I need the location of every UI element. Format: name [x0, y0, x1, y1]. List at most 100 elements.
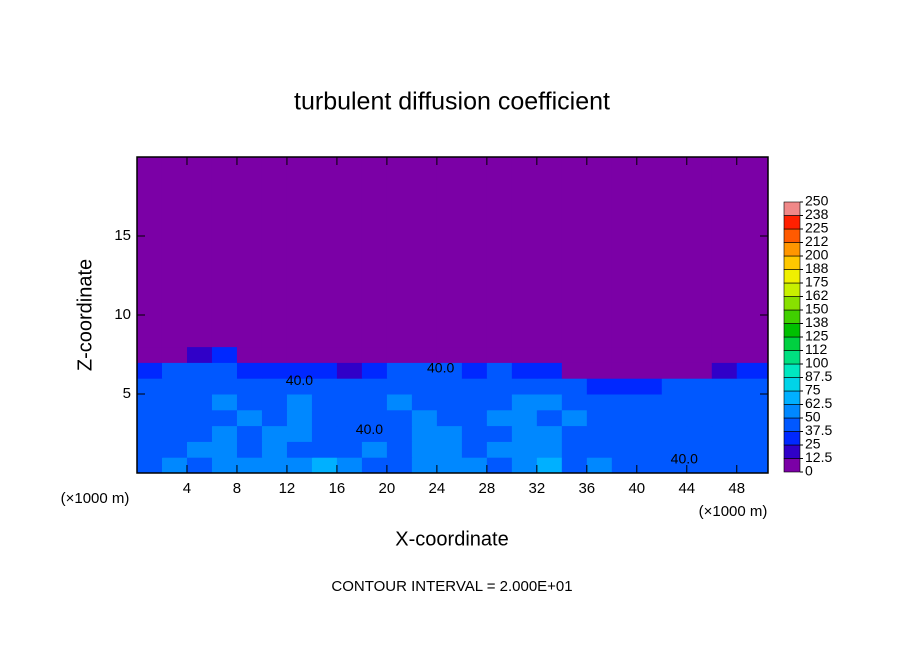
- heat-cell: [486, 362, 513, 379]
- heat-cell: [161, 441, 188, 458]
- heat-cell: [586, 457, 613, 474]
- heat-cell: [461, 394, 488, 411]
- colorbar-tick-label: 188: [805, 260, 829, 276]
- heat-cell: [336, 346, 363, 363]
- colorbar-tick-label: 50: [805, 409, 821, 425]
- heat-cell: [311, 441, 338, 458]
- heat-cell: [436, 346, 463, 363]
- heat-cell: [286, 394, 313, 411]
- heat-cell: [611, 457, 638, 474]
- heat-cell: [636, 425, 663, 442]
- heat-cell: [411, 409, 438, 427]
- heat-cell: [261, 378, 288, 395]
- heat-cell: [586, 378, 613, 395]
- heat-cell: [486, 378, 513, 395]
- x-tick-label: 28: [479, 480, 496, 497]
- x-tick-label: 16: [329, 480, 346, 497]
- heat-cell: [386, 441, 413, 458]
- heat-cell: [636, 362, 663, 379]
- heat-cell: [137, 362, 163, 379]
- heat-cell: [286, 346, 313, 363]
- colorbar-band: [783, 309, 801, 324]
- heat-cell: [511, 378, 538, 395]
- heat-cell: [736, 409, 769, 427]
- heat-cell: [261, 425, 288, 442]
- chart-title: turbulent diffusion coefficient: [294, 88, 610, 116]
- heat-cell: [411, 457, 438, 474]
- y-unit: (×1000 m): [61, 490, 130, 507]
- heat-cell: [561, 346, 588, 363]
- heat-cell: [411, 441, 438, 458]
- heat-cell: [361, 457, 388, 474]
- heat-cell: [186, 425, 213, 442]
- heat-cell: [236, 457, 263, 474]
- heat-cell: [536, 378, 563, 395]
- heat-cell: [686, 378, 713, 395]
- contour-label: 40.0: [286, 372, 313, 388]
- heat-cell: [711, 346, 738, 363]
- heat-cell: [186, 362, 213, 379]
- colorbar-tick-label: 87.5: [805, 368, 832, 384]
- colorbar-band: [783, 269, 801, 284]
- heat-cell: [636, 378, 663, 395]
- heat-cell: [386, 378, 413, 395]
- colorbar-band: [783, 377, 801, 392]
- colorbar-band: [783, 228, 801, 243]
- heat-cell: [686, 457, 713, 474]
- heat-cell: [661, 362, 688, 379]
- contour-label: 40.0: [671, 450, 698, 466]
- heat-cell: [236, 425, 263, 442]
- heat-cell: [261, 346, 288, 363]
- heat-cell: [686, 409, 713, 427]
- heat-cell: [436, 157, 463, 348]
- heat-cell: [561, 441, 588, 458]
- heat-cell: [236, 157, 263, 348]
- heat-cell: [736, 346, 769, 363]
- heat-cell: [736, 425, 769, 442]
- heat-cell: [336, 378, 363, 395]
- heat-cell: [736, 441, 769, 458]
- heat-cell: [436, 409, 463, 427]
- colorbar-tick-label: 100: [805, 355, 829, 371]
- heat-cell: [161, 409, 188, 427]
- heat-cell: [611, 157, 638, 348]
- colorbar-tick-label: 75: [805, 382, 821, 398]
- heat-cell: [261, 441, 288, 458]
- x-tick-label: 12: [279, 480, 296, 497]
- heat-cell: [361, 346, 388, 363]
- heat-cell: [261, 157, 288, 348]
- y-tick-label: 10: [114, 306, 131, 323]
- heat-cell: [186, 378, 213, 395]
- heat-cell: [361, 362, 388, 379]
- heat-cell: [386, 425, 413, 442]
- heat-cell: [511, 157, 538, 348]
- heat-cell: [411, 378, 438, 395]
- heat-cell: [161, 378, 188, 395]
- heat-cell: [211, 362, 238, 379]
- heat-cell: [711, 157, 738, 348]
- heat-cell: [661, 409, 688, 427]
- colorbar-band: [783, 255, 801, 270]
- colorbar-tick-label: 238: [805, 206, 829, 222]
- colorbar-band: [783, 404, 801, 419]
- heat-cell: [436, 378, 463, 395]
- colorbar-tick-label: 162: [805, 287, 829, 303]
- heat-cell: [137, 457, 163, 474]
- heat-cell: [261, 409, 288, 427]
- heat-cell: [661, 346, 688, 363]
- colorbar-band: [783, 201, 801, 216]
- heat-cell: [411, 362, 438, 379]
- heat-cell: [536, 346, 563, 363]
- heat-cell: [336, 457, 363, 474]
- heat-cell: [386, 394, 413, 411]
- colorbar-band: [783, 431, 801, 446]
- colorbar-band: [783, 444, 801, 459]
- heat-cell: [411, 346, 438, 363]
- heat-cell: [636, 394, 663, 411]
- heat-cell: [436, 394, 463, 411]
- colorbar-band: [783, 390, 801, 405]
- heat-cell: [661, 457, 688, 474]
- heat-cell: [386, 346, 413, 363]
- heat-cell: [137, 394, 163, 411]
